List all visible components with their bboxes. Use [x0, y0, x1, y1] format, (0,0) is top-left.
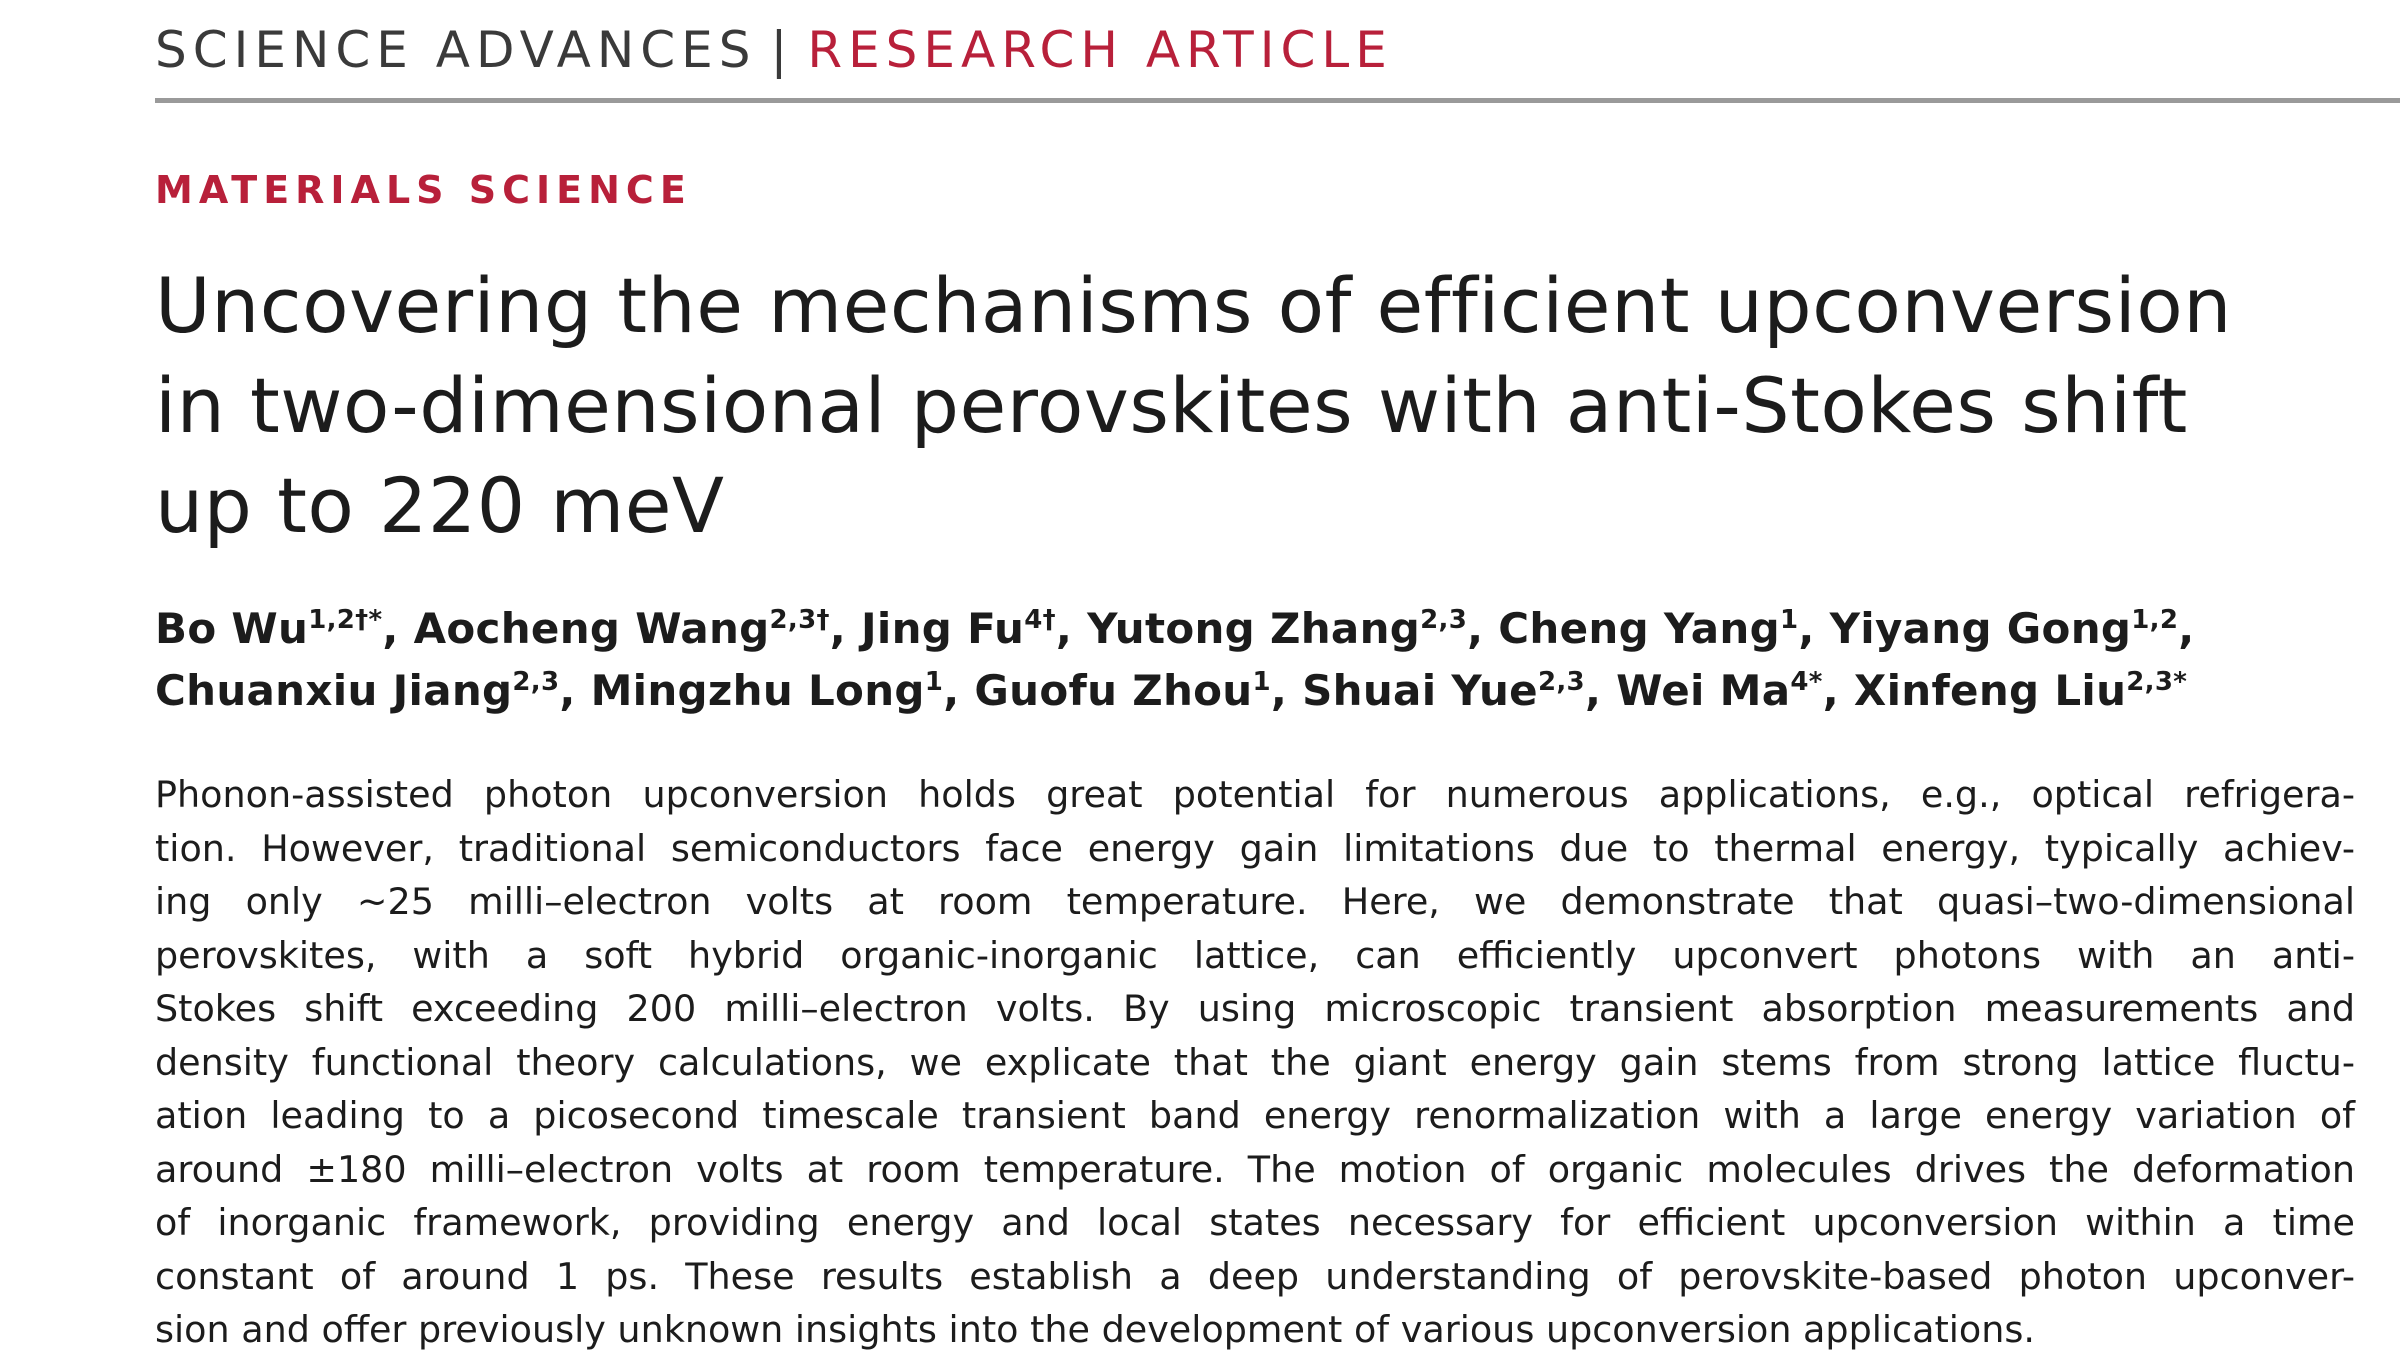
author-name: Guofu Zhou [974, 666, 1253, 715]
author-affiliation: 1,2 [2131, 605, 2179, 635]
author-name: Yiyang Gong [1829, 604, 2132, 653]
author-affiliation: 2,3 [1420, 605, 1468, 635]
author-affiliation: 1 [1252, 667, 1271, 697]
author-list: Bo Wu1,2†*, Aocheng Wang2,3†, Jing Fu4†,… [155, 604, 2195, 715]
author: Chuanxiu Jiang2,3 [155, 666, 559, 715]
author: Aocheng Wang2,3† [414, 604, 830, 653]
header-rule [155, 98, 2400, 103]
author: Mingzhu Long1 [591, 666, 944, 715]
abstract-line: constant of around 1 ps. These results e… [155, 1254, 2355, 1298]
author-name: Mingzhu Long [590, 666, 925, 715]
author-name: Yutong Zhang [1087, 604, 1421, 653]
author-name: Chuanxiu Jiang [155, 666, 513, 715]
author: Xinfeng Liu2,3* [1854, 666, 2187, 715]
author-name: Xinfeng Liu [1853, 666, 2127, 715]
abstract-line: ing only ~25 milli–electron volts at roo… [155, 880, 2355, 923]
author: Bo Wu1,2†* [155, 604, 382, 653]
section-label: MATERIALS SCIENCE [155, 168, 692, 212]
author: Shuai Yue2,3 [1302, 666, 1585, 715]
abstract-line: perovskites, with a soft hybrid organic-… [155, 933, 2355, 977]
author: Guofu Zhou1 [974, 666, 1271, 715]
title-line: up to 220 meV [155, 461, 725, 550]
header-separator: | [770, 21, 794, 79]
title-line: in two-dimensional perovskites with anti… [155, 361, 2188, 450]
abstract-line: sion and offer previously unknown insigh… [155, 1308, 2036, 1351]
author-name: Shuai Yue [1302, 666, 1538, 715]
author-affiliation: 1,2†* [308, 605, 383, 635]
title-line: Uncovering the mechanisms of efficient u… [155, 261, 2232, 350]
author: Wei Ma4* [1616, 666, 1823, 715]
author: Cheng Yang1 [1498, 604, 1798, 653]
author: Yiyang Gong1,2 [1830, 604, 2179, 653]
journal-name: SCIENCE ADVANCES [155, 21, 757, 79]
abstract: Phonon-assisted photon upconversion hold… [155, 768, 2355, 1357]
article-type: RESEARCH ARTICLE [807, 21, 1393, 79]
author-affiliation: 1 [1779, 605, 1799, 635]
journal-header: SCIENCE ADVANCES | RESEARCH ARTICLE [155, 20, 1393, 80]
author: Jing Fu4† [861, 604, 1056, 653]
author-name: Cheng Yang [1498, 604, 1780, 653]
article-title: Uncovering the mechanisms of efficient u… [155, 256, 2365, 556]
author-affiliation: 2,3 [512, 667, 560, 697]
abstract-line: of inorganic framework, providing energy… [155, 1201, 2355, 1244]
author-name: Bo Wu [155, 604, 309, 653]
author-name: Jing Fu [860, 604, 1025, 653]
author-affiliation: 4† [1024, 605, 1056, 635]
author-affiliation: 2,3* [2126, 667, 2188, 697]
author-affiliation: 1 [924, 667, 944, 697]
author: Yutong Zhang2,3 [1087, 604, 1467, 653]
abstract-line: density functional theory calculations, … [155, 1040, 2355, 1084]
abstract-line: Stokes shift exceeding 200 milli–electro… [155, 987, 2355, 1030]
abstract-line: tion. However, traditional semiconductor… [155, 826, 2355, 870]
author-name: Aocheng Wang [413, 604, 770, 653]
abstract-line: around ±180 milli–electron volts at room… [155, 1147, 2355, 1191]
abstract-line: Phonon-assisted photon upconversion hold… [155, 773, 2355, 816]
author-affiliation: 2,3 [1537, 667, 1585, 697]
author-affiliation: 4* [1790, 667, 1823, 697]
author-name: Wei Ma [1616, 666, 1791, 715]
abstract-line: ation leading to a picosecond timescale … [155, 1094, 2355, 1137]
author-affiliation: 2,3† [769, 605, 830, 635]
